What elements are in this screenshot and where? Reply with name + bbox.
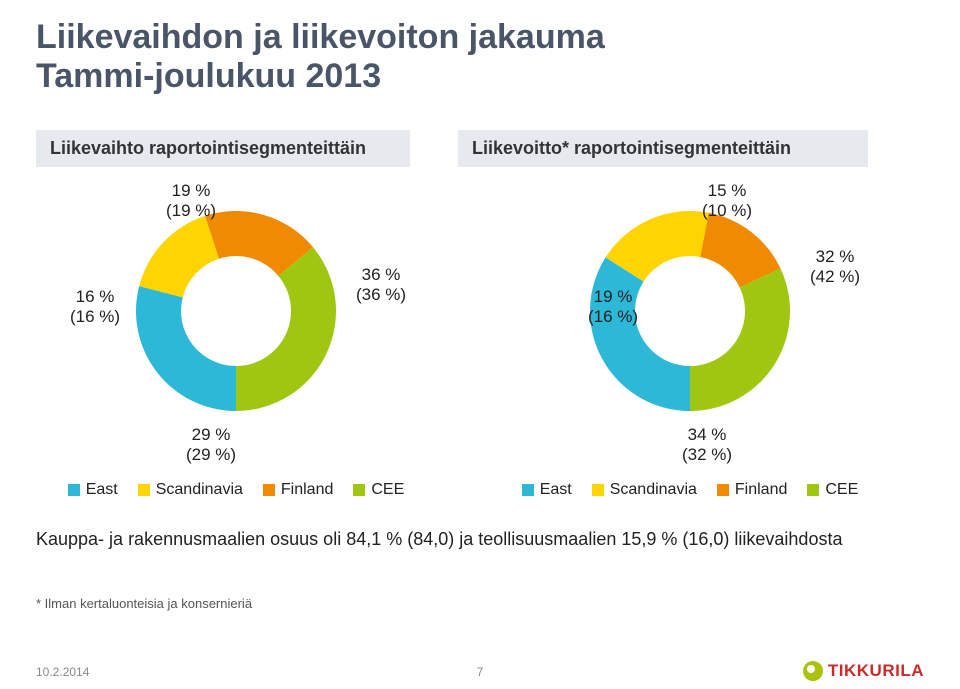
slide: Liikevaihdon ja liikevoiton jakauma Tamm… xyxy=(0,0,960,689)
logo-icon xyxy=(803,661,823,681)
legend-item-finland: Finland xyxy=(717,481,787,499)
donut-slice-east xyxy=(136,286,236,411)
donut-slice-cee xyxy=(236,247,336,411)
legend-item-scandinavia: Scandinavia xyxy=(138,481,243,499)
donut-slice-cee xyxy=(690,269,790,412)
chart-value-label: 29 %(29 %) xyxy=(186,425,236,464)
footnote: Kauppa- ja rakennusmaalien osuus oli 84,… xyxy=(36,529,924,550)
chart-value-label: 16 %(16 %) xyxy=(70,287,120,326)
legend-label: East xyxy=(86,481,118,499)
subheader-row: Liikevaihto raportointisegmenteittäin Li… xyxy=(36,130,924,167)
legend-swatch-finland xyxy=(717,484,729,496)
chart-value-label: 19 %(19 %) xyxy=(166,181,216,220)
legend-swatch-scandinavia xyxy=(138,484,150,496)
chart-value-label: 32 %(42 %) xyxy=(810,247,860,286)
legend-label: Finland xyxy=(281,481,333,499)
donut-left xyxy=(136,211,336,411)
chart-value-label: 36 %(36 %) xyxy=(356,265,406,304)
donut-slice-east xyxy=(590,258,690,412)
legend-item-east: East xyxy=(68,481,118,499)
legend-item-cee: CEE xyxy=(807,481,858,499)
page-title: Liikevaihdon ja liikevoiton jakauma Tamm… xyxy=(36,18,924,96)
legend-right: East Scandinavia Finland CEE xyxy=(490,481,890,499)
legends-row: East Scandinavia Finland CEE East Scandinavi… xyxy=(36,481,924,499)
subheader-left: Liikevaihto raportointisegmenteittäin xyxy=(36,130,410,167)
legend-swatch-scandinavia xyxy=(592,484,604,496)
subheader-right: Liikevoitto* raportointisegmenteittäin xyxy=(458,130,868,167)
footer-page: 7 xyxy=(477,665,484,679)
chart-value-label: 19 %(16 %) xyxy=(588,287,638,326)
chart-value-label: 15 %(10 %) xyxy=(702,181,752,220)
legend-label: Finland xyxy=(735,481,787,499)
legend-item-cee: CEE xyxy=(353,481,404,499)
legend-label: Scandinavia xyxy=(156,481,243,499)
logo: TIKKURILA xyxy=(803,661,924,681)
legend-item-east: East xyxy=(522,481,572,499)
legend-label: East xyxy=(540,481,572,499)
title-line2: Tammi-joulukuu 2013 xyxy=(36,57,381,95)
logo-text: TIKKURILA xyxy=(828,661,924,681)
legend-label: Scandinavia xyxy=(610,481,697,499)
legend-item-finland: Finland xyxy=(263,481,333,499)
legend-swatch-east xyxy=(68,484,80,496)
donut-slice-scandinavia xyxy=(139,216,219,297)
legend-swatch-east xyxy=(522,484,534,496)
legend-swatch-cee xyxy=(807,484,819,496)
legend-label: CEE xyxy=(371,481,404,499)
footer: 10.2.2014 7 TIKKURILA xyxy=(36,665,924,679)
footer-date: 10.2.2014 xyxy=(36,665,89,679)
legend-item-scandinavia: Scandinavia xyxy=(592,481,697,499)
footnote-exclusions: * Ilman kertaluonteisia ja konsernieriä xyxy=(36,596,924,611)
chart-left-wrap: 19 %(19 %) 36 %(36 %) 16 %(16 %) 29 %(29 %) xyxy=(36,181,436,471)
legend-left: East Scandinavia Finland CEE xyxy=(36,481,436,499)
legend-swatch-finland xyxy=(263,484,275,496)
chart-value-label: 34 %(32 %) xyxy=(682,425,732,464)
legend-swatch-cee xyxy=(353,484,365,496)
legend-label: CEE xyxy=(825,481,858,499)
title-line1: Liikevaihdon ja liikevoiton jakauma xyxy=(36,18,605,56)
charts-row: 19 %(19 %) 36 %(36 %) 16 %(16 %) 29 %(29 %)… xyxy=(36,181,924,471)
chart-right-wrap: 15 %(10 %) 32 %(42 %) 19 %(16 %) 34 %(32 %) xyxy=(490,181,890,471)
